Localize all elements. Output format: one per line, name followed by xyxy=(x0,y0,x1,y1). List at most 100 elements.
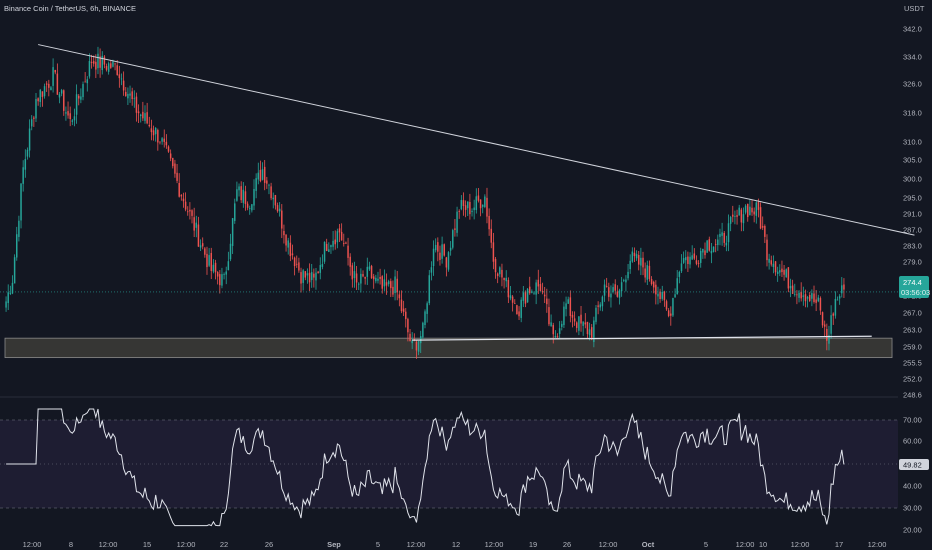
candle xyxy=(458,209,460,219)
candle xyxy=(567,296,569,304)
candle xyxy=(610,285,612,308)
candle xyxy=(644,262,646,283)
support-trendline[interactable] xyxy=(412,335,872,341)
candle xyxy=(685,250,687,269)
candle xyxy=(325,238,328,252)
support-zone[interactable] xyxy=(4,337,893,359)
candle xyxy=(725,235,728,252)
price-tick-label: 259.0 xyxy=(903,343,922,352)
candle xyxy=(281,204,283,239)
candle xyxy=(261,162,264,181)
candle xyxy=(434,238,437,253)
candle xyxy=(30,115,33,131)
price-tick-label: 295.0 xyxy=(903,194,922,203)
time-tick-label: 12:00 xyxy=(485,540,504,549)
rsi-tick-label: 40.00 xyxy=(903,482,922,491)
candle xyxy=(524,290,527,308)
candle xyxy=(50,85,52,91)
candle xyxy=(484,194,486,209)
candle xyxy=(291,244,294,260)
candle xyxy=(518,306,520,320)
candle xyxy=(817,294,820,303)
candle xyxy=(272,192,274,209)
candle xyxy=(212,259,215,274)
candle xyxy=(578,316,580,336)
candle xyxy=(514,299,516,304)
candle xyxy=(110,59,112,69)
candle xyxy=(238,183,240,197)
candle xyxy=(366,257,369,285)
candle xyxy=(460,195,463,211)
candle xyxy=(843,278,845,299)
candle xyxy=(71,119,74,126)
candle xyxy=(88,53,91,79)
candle xyxy=(678,270,681,284)
candle xyxy=(402,300,405,316)
price-unit: USDT xyxy=(904,4,925,13)
candle xyxy=(375,274,377,284)
price-tick-label: 267.0 xyxy=(903,309,922,318)
candle xyxy=(744,204,747,215)
candle xyxy=(697,260,700,268)
candle xyxy=(492,232,495,270)
candle xyxy=(573,311,576,326)
candle xyxy=(447,251,450,272)
candle xyxy=(178,173,180,198)
candle xyxy=(779,264,781,277)
candle xyxy=(182,192,185,208)
candle xyxy=(541,282,544,295)
candle xyxy=(390,278,392,298)
candle xyxy=(144,105,146,124)
resistance-trendline[interactable] xyxy=(38,44,915,236)
candle xyxy=(349,253,351,276)
candle xyxy=(231,217,234,254)
candle xyxy=(381,275,383,294)
candle xyxy=(251,203,253,213)
candle xyxy=(167,145,170,153)
candle xyxy=(522,285,525,308)
candle xyxy=(802,286,805,306)
candle xyxy=(437,237,439,262)
candle xyxy=(823,320,826,337)
candle xyxy=(593,316,595,348)
candle xyxy=(39,88,42,108)
candle xyxy=(691,245,693,260)
candle xyxy=(174,159,176,178)
candle xyxy=(56,63,59,95)
candle xyxy=(766,234,768,267)
candle xyxy=(180,194,183,201)
time-tick-label: 12:00 xyxy=(407,540,426,549)
candle xyxy=(5,296,7,312)
candle xyxy=(7,284,9,311)
candle xyxy=(306,268,309,284)
candle xyxy=(77,94,80,106)
candle xyxy=(90,54,93,69)
candle xyxy=(815,290,817,312)
candle xyxy=(479,199,482,217)
candle xyxy=(516,304,518,315)
candle xyxy=(82,81,84,101)
candle xyxy=(449,241,452,256)
candle xyxy=(287,237,289,255)
candle xyxy=(657,286,659,305)
candle xyxy=(655,280,657,305)
candle xyxy=(18,215,20,242)
candle xyxy=(293,256,296,276)
candle xyxy=(187,206,189,216)
candle xyxy=(129,85,131,103)
candle xyxy=(708,236,711,252)
rsi-tick-label: 30.00 xyxy=(903,504,922,513)
candle xyxy=(736,209,738,225)
candle xyxy=(67,101,69,119)
candle xyxy=(751,200,753,216)
candle xyxy=(157,128,159,151)
price-tick-label: 318.0 xyxy=(903,109,922,118)
candle xyxy=(310,263,313,288)
candle xyxy=(210,247,213,280)
candle xyxy=(702,248,704,259)
candle xyxy=(796,290,798,305)
candle xyxy=(550,314,552,327)
time-tick-label: 12:00 xyxy=(599,540,618,549)
candle xyxy=(719,228,721,246)
